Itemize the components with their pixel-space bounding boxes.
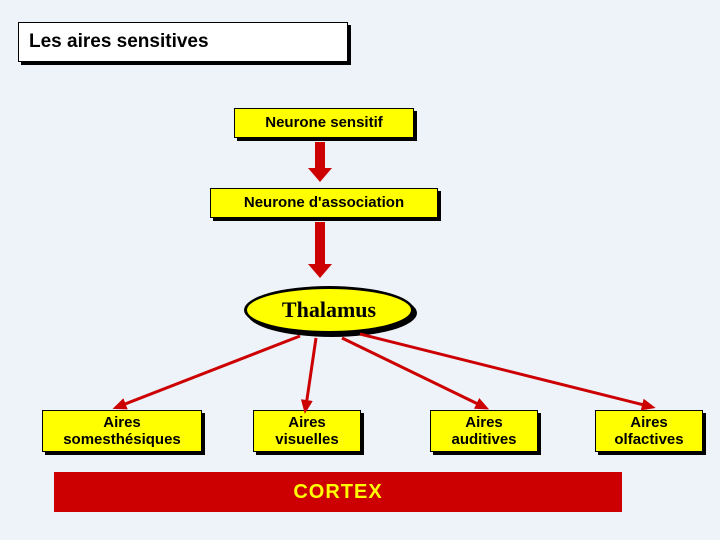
node-neurone-association: Neurone d'association	[210, 188, 438, 218]
cortex-label: CORTEX	[54, 472, 622, 512]
node-neurone-sensitif: Neurone sensitif	[234, 108, 414, 138]
page-title: Les aires sensitives	[18, 22, 348, 62]
node-thalamus: Thalamus	[244, 286, 414, 334]
connectors	[0, 0, 720, 540]
node-aires-somesthesiques: Aires somesthésiques	[42, 410, 202, 452]
node-aires-visuelles: Aires visuelles	[253, 410, 361, 452]
node-aires-auditives: Aires auditives	[430, 410, 538, 452]
node-aires-olfactives: Aires olfactives	[595, 410, 703, 452]
